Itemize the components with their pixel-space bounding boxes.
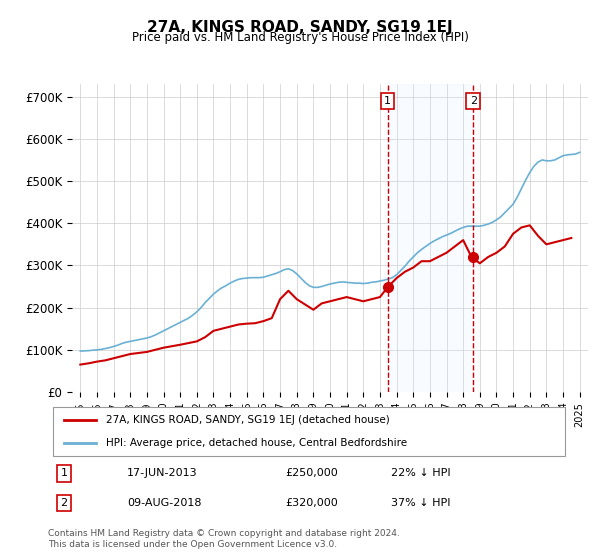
Text: 1: 1 [384,96,391,106]
Text: 1: 1 [61,468,67,478]
Text: 22% ↓ HPI: 22% ↓ HPI [391,468,451,478]
Text: Price paid vs. HM Land Registry's House Price Index (HPI): Price paid vs. HM Land Registry's House … [131,31,469,44]
Text: HPI: Average price, detached house, Central Bedfordshire: HPI: Average price, detached house, Cent… [106,438,407,448]
Text: 17-JUN-2013: 17-JUN-2013 [127,468,198,478]
Text: 2: 2 [470,96,477,106]
Text: £250,000: £250,000 [286,468,338,478]
Text: 37% ↓ HPI: 37% ↓ HPI [391,498,451,508]
Text: Contains HM Land Registry data © Crown copyright and database right 2024.
This d: Contains HM Land Registry data © Crown c… [48,529,400,549]
Text: 27A, KINGS ROAD, SANDY, SG19 1EJ: 27A, KINGS ROAD, SANDY, SG19 1EJ [147,20,453,35]
Text: £320,000: £320,000 [286,498,338,508]
Bar [388,84,473,392]
Text: 09-AUG-2018: 09-AUG-2018 [127,498,202,508]
Text: 27A, KINGS ROAD, SANDY, SG19 1EJ (detached house): 27A, KINGS ROAD, SANDY, SG19 1EJ (detach… [106,414,390,424]
FancyBboxPatch shape [53,407,565,456]
Text: 2: 2 [60,498,67,508]
